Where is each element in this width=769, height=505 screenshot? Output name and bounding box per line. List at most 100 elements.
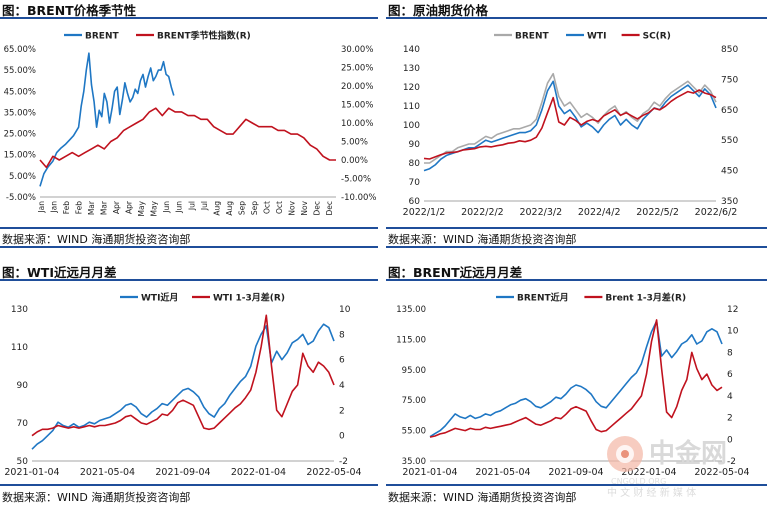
y-left-tick-label: 130 [403, 64, 420, 74]
x-tick-label: Jun [175, 201, 184, 214]
x-tick-label: Aug [212, 201, 221, 216]
x-tick-label: Oct [275, 201, 284, 214]
x-tick-label: Jun [162, 201, 171, 214]
x-tick-label: Jul [187, 201, 196, 211]
y-left-tick-label: 110 [403, 102, 420, 112]
x-tick-label: 2021-01-04 [4, 467, 59, 478]
x-tick-label: Apr [125, 200, 134, 214]
panel-title: 图：BRENT近远月月差 [388, 265, 523, 280]
legend-label: BRENT近月 [517, 292, 569, 304]
y-right-tick-label: 20.00% [341, 82, 373, 92]
x-tick-label: 2022-01-04 [621, 467, 676, 478]
y-right-tick-label: 6 [339, 356, 345, 366]
x-tick-label: 2022-05-04 [694, 467, 749, 478]
x-tick-label: 2022/1/2 [403, 207, 446, 218]
chart-brent-seasonality: 65.00% 55.00% 45.00% 35.00% 25.00% 15.00% 5.00… [4, 30, 377, 217]
x-tick-label: Feb [75, 201, 84, 215]
series-line-0 [39, 52, 175, 187]
y-left-tick-label: 130 [11, 305, 28, 315]
x-tick-label: 2022/2/2 [461, 207, 504, 218]
source-note: 数据来源：WIND 海通期货投资咨询部 [2, 233, 191, 246]
y-right-tick-label: -2 [339, 457, 348, 467]
x-tick-label: Nov [300, 200, 309, 215]
panel-title: 图：原油期货价格 [388, 3, 489, 18]
panel-wti-spread: 图：WTI近远月月差 130 110 90 70 50 10 8 6 4 2 0 -2 2021-01-… [0, 262, 380, 505]
legend-label: WTI [587, 32, 606, 42]
y-left-tick-label: 100 [403, 121, 420, 131]
x-tick-label: 2022-05-04 [306, 467, 361, 478]
y-right-tick-label: 450 [721, 167, 738, 177]
x-tick-label: Sep [250, 201, 259, 215]
x-tick-label: 2021-09-04 [155, 467, 210, 478]
y-right-tick-label: 30.00% [341, 45, 373, 55]
y-right-tick-label: 650 [721, 106, 738, 116]
y-left-tick-label: 95.00 [402, 366, 426, 376]
y-right-tick-label: 6 [727, 370, 733, 380]
y-left-tick-label: 80 [409, 159, 421, 169]
y-right-tick-label: 2 [727, 414, 733, 424]
x-tick-label: Jul [200, 201, 209, 211]
y-right-tick-label: 2 [339, 406, 345, 416]
series-line-1 [429, 319, 723, 438]
chart-frame: 130 110 90 70 50 10 8 6 4 2 0 -2 2021-01-04 2021-05-0… [0, 279, 378, 486]
y-left-tick-label: -5.00% [6, 193, 36, 203]
watermark-logo-icon: 中金网 CNGOLD.ORG 中 文 财 经 新 媒 体 [607, 436, 727, 499]
x-tick-label: May [150, 200, 159, 216]
y-right-tick-label: 850 [721, 45, 738, 55]
y-left-tick-label: 35.00 [402, 457, 426, 467]
y-right-tick-label: 550 [721, 136, 738, 146]
x-tick-label: 2021-05-04 [475, 467, 530, 478]
chart-frame: 65.00% 55.00% 45.00% 35.00% 25.00% 15.00% 5.00… [0, 17, 378, 229]
y-left-tick-label: 45.00% [4, 87, 36, 97]
panel-brent-spread: 图：BRENT近远月月差 135.00 115.00 95.00 75.00 55.00… [386, 262, 769, 505]
legend-label: BRENT季节性指数(R) [157, 30, 251, 42]
watermark-brand: 中金网 [649, 438, 727, 469]
y-right-tick-label: 0 [727, 435, 733, 445]
panel-crude-futures: 图：原油期货价格 140 130 120 110 100 90 80 70 60 850 750 65… [386, 0, 769, 250]
x-tick-label: Nov [287, 200, 296, 215]
x-tick-label: Mar [100, 200, 109, 215]
y-left-tick-label: 15.00% [4, 151, 36, 161]
y-left-tick-label: 55.00 [402, 427, 426, 437]
y-right-tick-label: 4 [727, 392, 733, 402]
y-left-tick-label: 120 [403, 83, 420, 93]
y-left-tick-label: 5.00% [9, 172, 36, 182]
y-right-tick-label: 0.00% [341, 156, 368, 166]
chart-frame: 140 130 120 110 100 90 80 70 60 850 750 650 550 450 35… [386, 17, 767, 229]
y-right-tick-label: 350 [721, 197, 738, 207]
watermark-url: CNGOLD.ORG [611, 477, 666, 486]
x-tick-label: 2022-01-04 [231, 467, 286, 478]
y-right-tick-label: 10 [339, 305, 351, 315]
y-left-tick-label: 140 [403, 45, 420, 55]
y-left-tick-label: 55.00% [4, 66, 36, 76]
y-right-tick-label: 750 [721, 75, 738, 85]
watermark-sub: 中 文 财 经 新 媒 体 [607, 486, 696, 499]
x-tick-label: Mar [87, 200, 96, 215]
y-right-tick-label: -5.00% [341, 175, 371, 185]
x-tick-label: Aug [225, 201, 234, 216]
y-left-tick-label: 75.00 [402, 396, 426, 406]
x-tick-label: 2022/3/2 [519, 207, 562, 218]
y-right-tick-label: 25.00% [341, 64, 373, 74]
x-tick-label: 2021-09-04 [548, 467, 603, 478]
source-note: 数据来源：WIND 海通期货投资咨询部 [388, 491, 577, 504]
legend-label: WTI 1-3月差(R) [213, 292, 285, 304]
panel-title: 图：BRENT价格季节性 [2, 3, 137, 18]
y-right-tick-label: -2 [727, 457, 736, 467]
y-right-tick-label: 10 [727, 327, 739, 337]
y-left-tick-label: 115.00 [396, 335, 426, 345]
series-line-1 [39, 107, 336, 169]
legend-label: BRENT [85, 32, 119, 42]
y-left-tick-label: 65.00% [4, 45, 36, 55]
series-line-1 [423, 80, 717, 172]
y-right-tick-label: 15.00% [341, 101, 373, 111]
panel-title: 图：WTI近远月月差 [2, 265, 117, 280]
x-tick-label: Jan [37, 201, 46, 214]
legend-label: Brent 1-3月差(R) [605, 292, 686, 304]
x-tick-label: Feb [62, 201, 71, 215]
x-tick-label: 2022/6/2 [695, 207, 738, 218]
x-tick-label: 2021-05-04 [80, 467, 135, 478]
legend-label: WTI近月 [141, 292, 178, 304]
y-right-tick-label: -10.00% [341, 193, 376, 203]
series-line-1 [31, 314, 335, 437]
